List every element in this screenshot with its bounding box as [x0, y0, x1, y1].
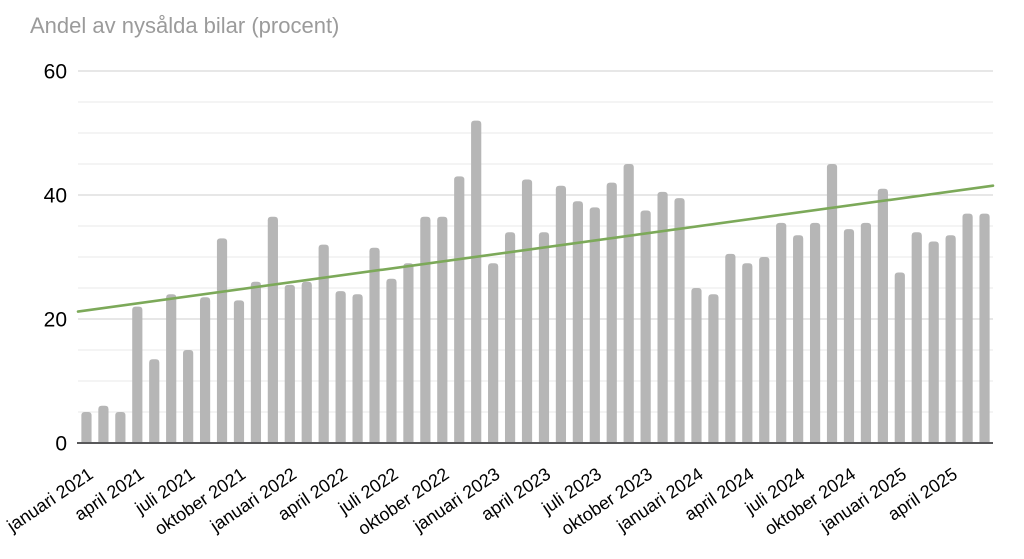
bar — [420, 216, 431, 443]
bar — [640, 210, 651, 443]
bar — [725, 253, 736, 443]
bar — [623, 164, 634, 443]
bar — [250, 281, 262, 443]
bar — [369, 247, 380, 443]
bar — [606, 182, 617, 443]
y-tick-label: 0 — [55, 433, 67, 456]
bar — [216, 238, 228, 443]
bar — [199, 297, 211, 443]
bar — [318, 244, 329, 443]
bar — [843, 229, 855, 443]
bar — [284, 284, 295, 443]
bar — [267, 216, 278, 443]
bar — [894, 272, 905, 443]
bar — [538, 232, 550, 443]
bar — [945, 235, 956, 443]
chart-title: Andel av nysålda bilar (procent) — [30, 13, 340, 38]
bar — [471, 120, 482, 443]
y-tick-label: 60 — [44, 61, 67, 84]
bar — [742, 263, 753, 443]
bar — [962, 213, 973, 443]
bar — [809, 222, 821, 443]
bar — [708, 294, 719, 443]
bar — [233, 300, 245, 443]
bar — [504, 232, 516, 443]
bar — [759, 257, 770, 443]
bar — [691, 288, 702, 443]
bar — [589, 207, 600, 443]
bar — [335, 291, 346, 443]
bar — [98, 405, 109, 443]
bar — [352, 294, 363, 443]
y-tick-label: 20 — [44, 309, 67, 332]
bar — [674, 198, 685, 443]
trend-line — [76, 184, 995, 313]
bar — [132, 306, 143, 443]
bar — [521, 179, 533, 443]
bar — [979, 213, 990, 443]
y-tick-label: 40 — [44, 185, 67, 208]
bar — [488, 263, 499, 443]
bar — [183, 350, 194, 443]
bar — [555, 185, 567, 443]
bar — [928, 241, 939, 443]
bar — [776, 222, 787, 443]
bar — [81, 412, 92, 443]
bar — [657, 191, 668, 443]
bar — [911, 232, 922, 443]
bar — [572, 201, 583, 443]
bar — [403, 263, 414, 443]
bar — [437, 216, 448, 443]
bar — [877, 188, 888, 443]
bar — [860, 222, 872, 443]
bar — [149, 359, 160, 443]
bar — [301, 281, 312, 443]
bar — [454, 176, 465, 443]
bar — [826, 164, 838, 443]
bar — [793, 235, 804, 443]
bar — [166, 294, 177, 443]
bar — [386, 278, 397, 443]
bar — [115, 412, 126, 443]
